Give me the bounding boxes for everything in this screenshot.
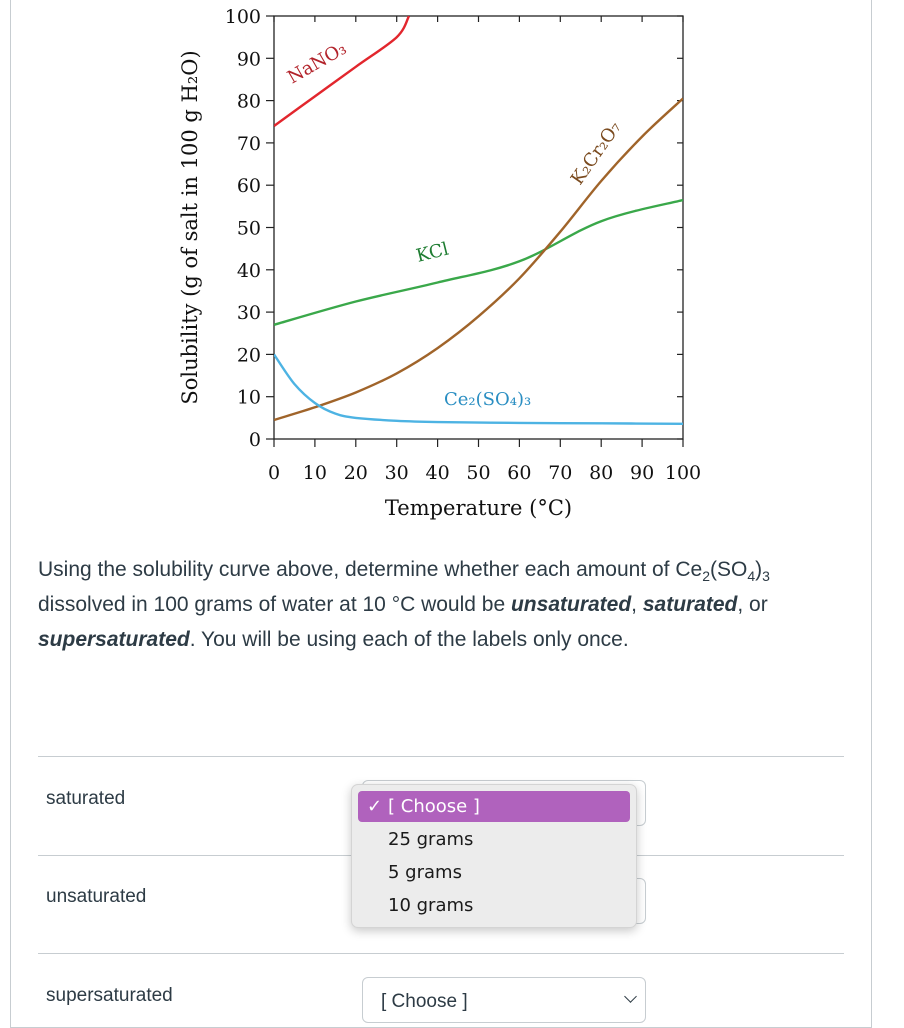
- series-line-ce2so43: [274, 353, 683, 425]
- y-tick-label: 30: [237, 302, 261, 324]
- y-tick-label: 90: [237, 48, 261, 70]
- row-label-supersaturated: supersaturated: [46, 985, 173, 1006]
- series-line-nano3: [274, 16, 411, 127]
- x-tick-label: 30: [385, 462, 409, 484]
- x-tick-label: 100: [665, 462, 701, 484]
- x-tick-label: 0: [268, 462, 280, 484]
- y-tick-label: 0: [249, 429, 261, 451]
- row-label-saturated: saturated: [46, 788, 126, 809]
- y-tick-label: 80: [237, 91, 261, 113]
- x-tick-label: 90: [630, 462, 654, 484]
- series-label-ce2so43: Ce₂(SO₄)₃: [444, 389, 531, 410]
- y-tick-label: 20: [237, 344, 261, 366]
- y-tick-label: 60: [237, 175, 261, 197]
- row-divider: [38, 953, 844, 954]
- select-supersaturated[interactable]: [ Choose ]: [362, 977, 646, 1023]
- x-tick-label: 50: [466, 462, 490, 484]
- y-tick-label: 100: [225, 6, 261, 28]
- x-tick-label: 80: [589, 462, 613, 484]
- question-text: Using the solubility curve above, determ…: [38, 558, 770, 651]
- plot-frame: [273, 15, 684, 440]
- series-line-kcl: [274, 198, 683, 326]
- solubility-chart: 0 10 20 30 40 50 60 70 80 90 100 0 10 20 30 40 50 60 70 80 9…: [178, 6, 701, 520]
- x-tick-label: 10: [303, 462, 327, 484]
- y-tick-label: 40: [237, 260, 261, 282]
- row-label-unsaturated: unsaturated: [46, 886, 147, 907]
- dropdown-menu: ✓ [ Choose ] 25 grams 5 grams 10 grams: [351, 784, 637, 928]
- series-line-k2cr2o7: [274, 97, 683, 422]
- dropdown-option[interactable]: 10 grams: [388, 895, 474, 916]
- series-label-k2cr2o7: K₂Cr₂O₇: [567, 118, 626, 189]
- y-tick-label: 10: [237, 387, 261, 409]
- row-divider: [38, 756, 844, 757]
- dropdown-option[interactable]: 5 grams: [388, 862, 462, 883]
- y-tick-label: 70: [237, 133, 261, 155]
- x-tick-label: 20: [344, 462, 368, 484]
- y-axis-title: Solubility (g of salt in 100 g H₂O): [178, 50, 202, 404]
- term-unsaturated: unsaturated: [510, 593, 632, 616]
- select-value: [ Choose ]: [381, 991, 468, 1012]
- series-label-kcl: KCl: [414, 239, 451, 267]
- term-saturated: saturated: [642, 593, 738, 616]
- chevron-down-icon: [624, 990, 637, 1003]
- dropdown-option[interactable]: 25 grams: [388, 829, 474, 850]
- y-tick-label: 50: [237, 218, 261, 240]
- x-tick-label: 70: [548, 462, 572, 484]
- x-tick-label: 60: [507, 462, 531, 484]
- dropdown-option[interactable]: ✓ [ Choose ]: [358, 791, 630, 822]
- series-label-nano3: NaNO₃: [284, 38, 350, 88]
- term-supersaturated: supersaturated: [38, 628, 190, 651]
- check-icon: ✓: [367, 796, 383, 817]
- x-axis-title: Temperature (°C): [385, 496, 572, 520]
- x-tick-label: 40: [426, 462, 450, 484]
